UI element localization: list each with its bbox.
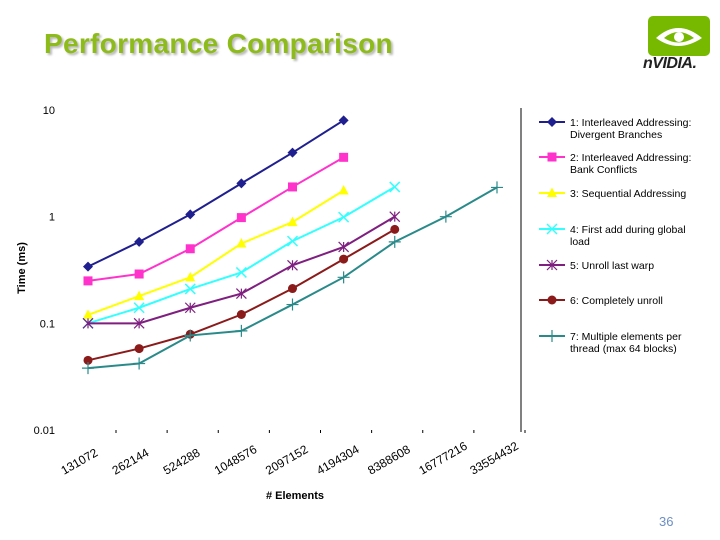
series-2-point (288, 182, 297, 192)
x-tick-label: 33554432 (468, 439, 522, 478)
x-tick-label: 8388608 (365, 442, 413, 478)
series-1-point (287, 147, 298, 158)
legend-swatch-marker (547, 152, 557, 162)
series-6-point (83, 355, 93, 365)
series-3-point (185, 271, 196, 282)
series-1-point (338, 115, 349, 126)
legend-swatch-marker (547, 187, 557, 197)
series-1-point (236, 178, 247, 189)
series-3-point (83, 309, 93, 319)
series-4-point (389, 181, 401, 193)
series-4-point (286, 235, 299, 247)
x-tick-label: 16777216 (416, 439, 470, 478)
legend-label: 2: Interleaved Addressing: Bank Conflicts (570, 152, 691, 176)
legend-swatch-marker (547, 117, 557, 127)
series-6-point (236, 310, 246, 320)
series-1-point (185, 209, 196, 220)
series-2-point (83, 276, 93, 286)
series-4-point (338, 211, 350, 223)
series-7-point (286, 298, 299, 311)
legend-label: 6: Completely unroll (570, 295, 663, 307)
series-7-line (87, 186, 498, 370)
series-2-point (339, 152, 349, 162)
series-1-point (134, 236, 145, 247)
series-7-point (133, 357, 146, 370)
series-3-point (287, 216, 298, 227)
nvidia-logo: nVIDIA. (643, 55, 697, 72)
y-axis-title: Time (ms) (16, 242, 28, 294)
legend-label: 7: Multiple elements per thread (max 64 b… (570, 331, 682, 355)
series-2-point (134, 269, 144, 279)
series-7-point (337, 271, 350, 284)
x-tick-label: 1048576 (212, 442, 260, 478)
series-5-point (184, 302, 196, 314)
x-tick-label: 131072 (59, 445, 101, 477)
y-tick-label: 0.1 (40, 318, 55, 330)
nvidia-eye-icon (648, 16, 710, 56)
series-5-point (235, 288, 247, 300)
series-4-point (133, 302, 145, 314)
legend-swatch-marker (546, 259, 558, 271)
series-7-point (491, 181, 503, 194)
series-7-point (235, 324, 248, 337)
x-tick-label: 262144 (110, 445, 152, 477)
series-6-point (390, 224, 400, 234)
y-tick-label: 1 (49, 212, 55, 224)
legend-label: 5: Unroll last warp (570, 260, 654, 272)
series-4-point (184, 283, 196, 295)
legend-label: 3: Sequential Addressing (570, 188, 686, 200)
series-1-point (83, 261, 93, 272)
x-axis-title: # Elements (266, 490, 324, 502)
series-7-point (82, 362, 94, 375)
series-5-point (287, 259, 298, 271)
y-tick-label: 0.01 (34, 425, 55, 437)
series-5-point (338, 241, 350, 253)
x-tick-label: 4194304 (314, 442, 362, 478)
series-2-point (185, 244, 195, 254)
series-5-point (82, 317, 94, 329)
x-tick-label: 524288 (161, 445, 203, 477)
legend-label: 4: First add during global load (570, 224, 686, 248)
series-5-line (88, 215, 396, 325)
series-1-line (87, 119, 345, 268)
series-2-point (236, 213, 246, 223)
legend-swatch-marker (546, 330, 558, 342)
series-5-point (133, 317, 145, 329)
legend-label: 1: Interleaved Addressing: Divergent Bran… (570, 117, 691, 141)
series-3-point (338, 184, 349, 195)
slide-number: 36 (659, 514, 674, 529)
legend-swatch-marker (547, 295, 557, 305)
series-4-point (235, 266, 247, 278)
series-3-point (236, 238, 247, 248)
y-tick-label: 10 (43, 105, 55, 117)
series-3-point (134, 290, 145, 301)
series-3-line (87, 189, 345, 316)
series-6-point (288, 284, 297, 294)
x-tick-label: 2097152 (263, 442, 311, 478)
series-5-point (389, 211, 401, 223)
slide-title: Performance Comparison (44, 28, 393, 59)
series-2-line (87, 156, 345, 282)
series-7-point (388, 235, 401, 248)
series-7-point (439, 210, 452, 223)
series-6-point (339, 254, 349, 264)
legend-swatch-marker (546, 223, 558, 235)
series-6-point (134, 344, 144, 354)
series-7-point (184, 329, 197, 342)
